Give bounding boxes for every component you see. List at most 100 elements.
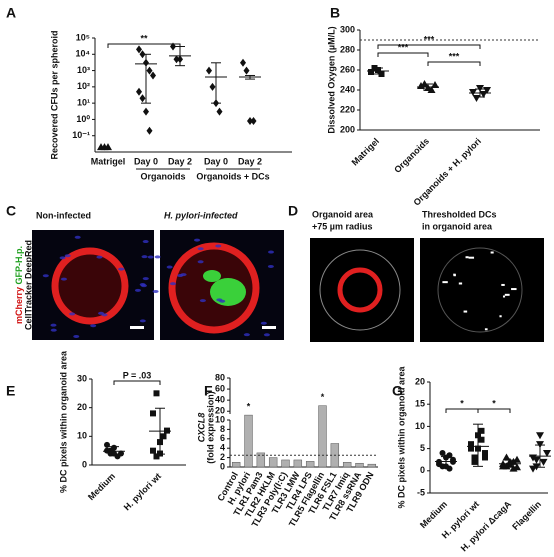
dc-pixel (465, 256, 469, 259)
point (250, 117, 257, 126)
point (216, 107, 223, 116)
dc-pixel (453, 273, 456, 276)
cell (180, 273, 187, 277)
radius-outline (319, 249, 401, 331)
cell (260, 321, 267, 325)
cell (267, 264, 274, 268)
radius-outline (437, 247, 523, 333)
panel-letter: B (330, 5, 340, 21)
point (146, 126, 153, 135)
bar (281, 459, 290, 468)
dc-pixel (458, 282, 463, 285)
y-tick-label: 30 (77, 373, 87, 383)
bar (231, 462, 241, 468)
y-tick-label: 2 (220, 452, 225, 462)
point (153, 453, 160, 460)
point (118, 450, 124, 457)
significance-label: * (492, 398, 496, 408)
point (170, 42, 176, 51)
point (173, 55, 180, 64)
cell (64, 254, 71, 258)
point (472, 95, 481, 102)
point (478, 427, 485, 434)
organoid (337, 267, 383, 313)
point (136, 87, 142, 96)
dc-pixel (511, 288, 517, 291)
y-tick-label: 40 (215, 395, 225, 405)
y-tick-label: 220 (340, 104, 355, 114)
y-axis-label: Recovered CFUs per spheroid (49, 30, 59, 159)
bacteria (203, 270, 221, 282)
y-tick-label: 15 (415, 399, 425, 409)
point (471, 458, 478, 465)
legend-entry: GFP-H.p. (14, 246, 24, 285)
cell (134, 288, 141, 292)
cell (152, 289, 159, 293)
y-tick-label: 10⁵ (76, 32, 90, 42)
cell (154, 255, 161, 259)
cell (50, 323, 57, 327)
y-tick-label: 280 (340, 44, 355, 54)
y-axis-label: % DC pixels within organoid area (396, 365, 406, 508)
point (439, 450, 446, 457)
y-tick-label: 10 (77, 431, 87, 441)
cell (263, 333, 270, 337)
x-tick-label: Organoids (392, 136, 431, 175)
point (468, 441, 474, 448)
cell (42, 274, 49, 278)
legend-entry: CellTracker DeepRed (23, 240, 33, 330)
point (164, 427, 170, 434)
cell (142, 277, 149, 281)
x-tick-label: Medium (86, 471, 117, 502)
x-tick-label: Medium (418, 499, 449, 530)
significance-bracket (427, 61, 481, 66)
image-title: Non-infected (36, 210, 91, 220)
significance-bracket (445, 408, 479, 413)
bar (355, 462, 364, 468)
cell (73, 334, 80, 338)
point (153, 390, 160, 397)
significance-label: P = .03 (123, 370, 152, 380)
y-tick-label: 200 (340, 124, 355, 134)
panel-letter: C (6, 203, 16, 219)
cell (169, 282, 176, 286)
point (482, 454, 488, 461)
panel-letter: D (288, 203, 298, 219)
point (104, 143, 112, 151)
point (240, 58, 246, 67)
y-tick-label: 260 (340, 64, 355, 74)
cell (139, 319, 146, 323)
bar (293, 459, 303, 468)
point (543, 450, 551, 458)
panel-letter: G (392, 383, 403, 399)
bar (305, 461, 315, 468)
x-tick-label: Matrigel (350, 136, 381, 167)
cell (50, 328, 57, 332)
image-title: +75 µm radius (312, 221, 372, 231)
significance-bracket (377, 52, 429, 57)
y-tick-label: 10⁻¹ (72, 130, 90, 140)
significance-label: *** (449, 51, 460, 61)
image-title: H. pylori-infected (164, 210, 238, 220)
cell (90, 324, 97, 328)
micrograph (310, 238, 414, 342)
y-tick-label: 6 (220, 433, 225, 443)
y-tick-label: 10⁰ (76, 114, 90, 124)
dc-pixel (490, 251, 494, 254)
cell (268, 250, 275, 254)
y-axis-label: % DC pixels within organoid area (58, 350, 68, 493)
y-tick-label: 4 (220, 443, 225, 453)
y-tick-label: 10³ (77, 65, 90, 75)
y-tick-label: 20 (415, 376, 425, 386)
point (104, 441, 110, 448)
bar (256, 452, 266, 468)
point (539, 458, 548, 466)
dc-pixel (499, 315, 502, 318)
y-tick-label: 10¹ (77, 98, 90, 108)
point (150, 410, 156, 417)
cell (139, 283, 146, 287)
cell (197, 260, 204, 264)
panel-d: Organoid area +75 µm radius Thresholded … (310, 209, 544, 342)
point (478, 436, 485, 443)
